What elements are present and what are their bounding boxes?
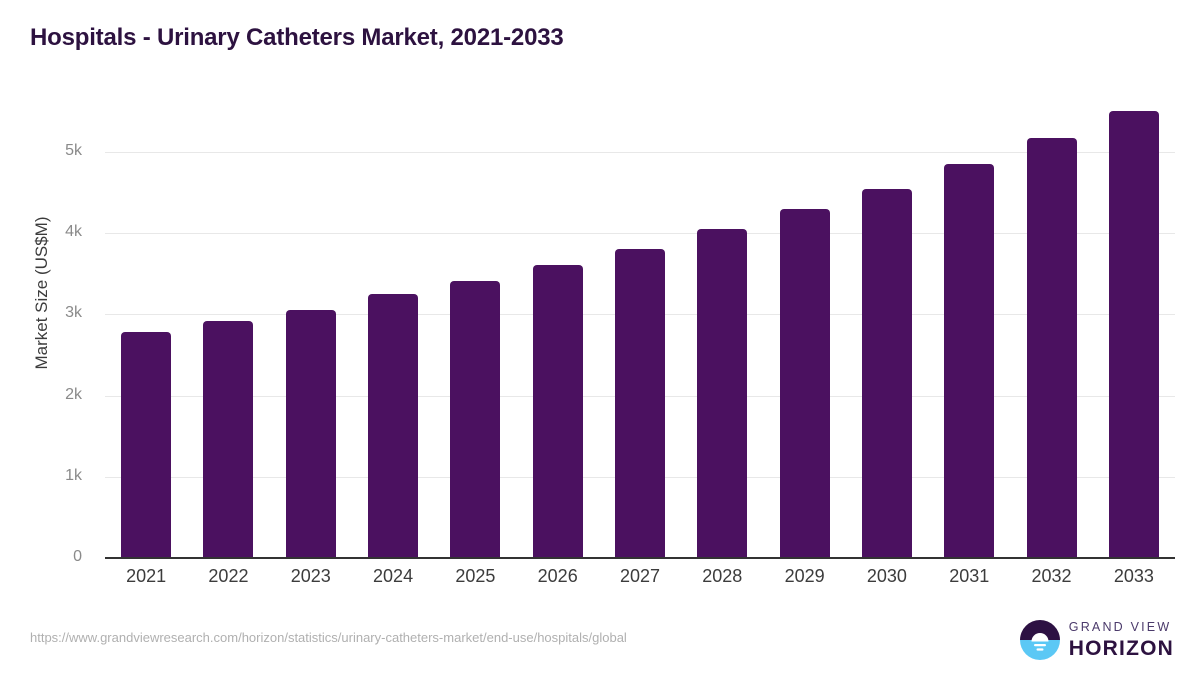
bar-2023[interactable] (285, 309, 336, 558)
logo-line-grand-view: GRAND VIEW (1068, 620, 1172, 635)
x-tick-label: 2024 (373, 566, 414, 586)
bar-2028[interactable] (697, 229, 748, 558)
logo-line-horizon: HORIZON (1068, 636, 1174, 660)
page-title: Hospitals - Urinary Catheters Market, 20… (30, 24, 564, 51)
bar-2024[interactable] (368, 294, 419, 558)
bar-2027[interactable] (615, 248, 665, 558)
x-tick-label: 2023 (290, 566, 331, 586)
bar-2031[interactable] (944, 164, 995, 558)
bar-2029[interactable] (779, 208, 830, 558)
x-tick-label: 2026 (537, 566, 578, 586)
bar-2032[interactable] (1026, 138, 1077, 558)
bar-2033[interactable] (1108, 111, 1159, 558)
horizon-sunrise-circle-icon (1019, 620, 1060, 660)
bar-2030[interactable] (861, 188, 912, 558)
bar-2021[interactable] (121, 332, 172, 558)
gridline (105, 151, 1175, 153)
plot-area (105, 95, 1175, 558)
bar-2022[interactable] (203, 321, 254, 558)
x-tick-label: 2030 (866, 566, 907, 586)
bar-2026[interactable] (532, 265, 583, 558)
brand-logo[interactable]: GRAND VIEW HORIZON (1019, 620, 1174, 660)
x-tick-label: 2027 (619, 566, 661, 586)
y-tick-label: 1k (65, 466, 82, 484)
logo-text: GRAND VIEW HORIZON (1069, 621, 1174, 659)
x-tick-label: 2031 (949, 566, 990, 586)
source-url[interactable]: https://www.grandviewresearch.com/horizo… (30, 630, 627, 645)
x-tick-label: 2032 (1031, 566, 1072, 586)
x-tick-label: 2022 (208, 566, 249, 586)
y-tick-label: 3k (65, 304, 82, 322)
gridline (105, 233, 1175, 235)
y-tick-label: 0 (73, 548, 82, 565)
x-tick-label: 2033 (1113, 566, 1154, 586)
x-tick-label: 2025 (455, 566, 496, 586)
x-tick-label: 2028 (702, 566, 743, 586)
x-axis-line (105, 557, 1175, 559)
y-tick-label: 2k (65, 385, 82, 403)
bar-2025[interactable] (450, 281, 501, 558)
x-tick-label: 2021 (126, 566, 167, 586)
y-tick-label: 4k (65, 223, 82, 241)
x-tick-label: 2029 (784, 566, 825, 586)
y-tick-label: 5k (65, 141, 82, 159)
